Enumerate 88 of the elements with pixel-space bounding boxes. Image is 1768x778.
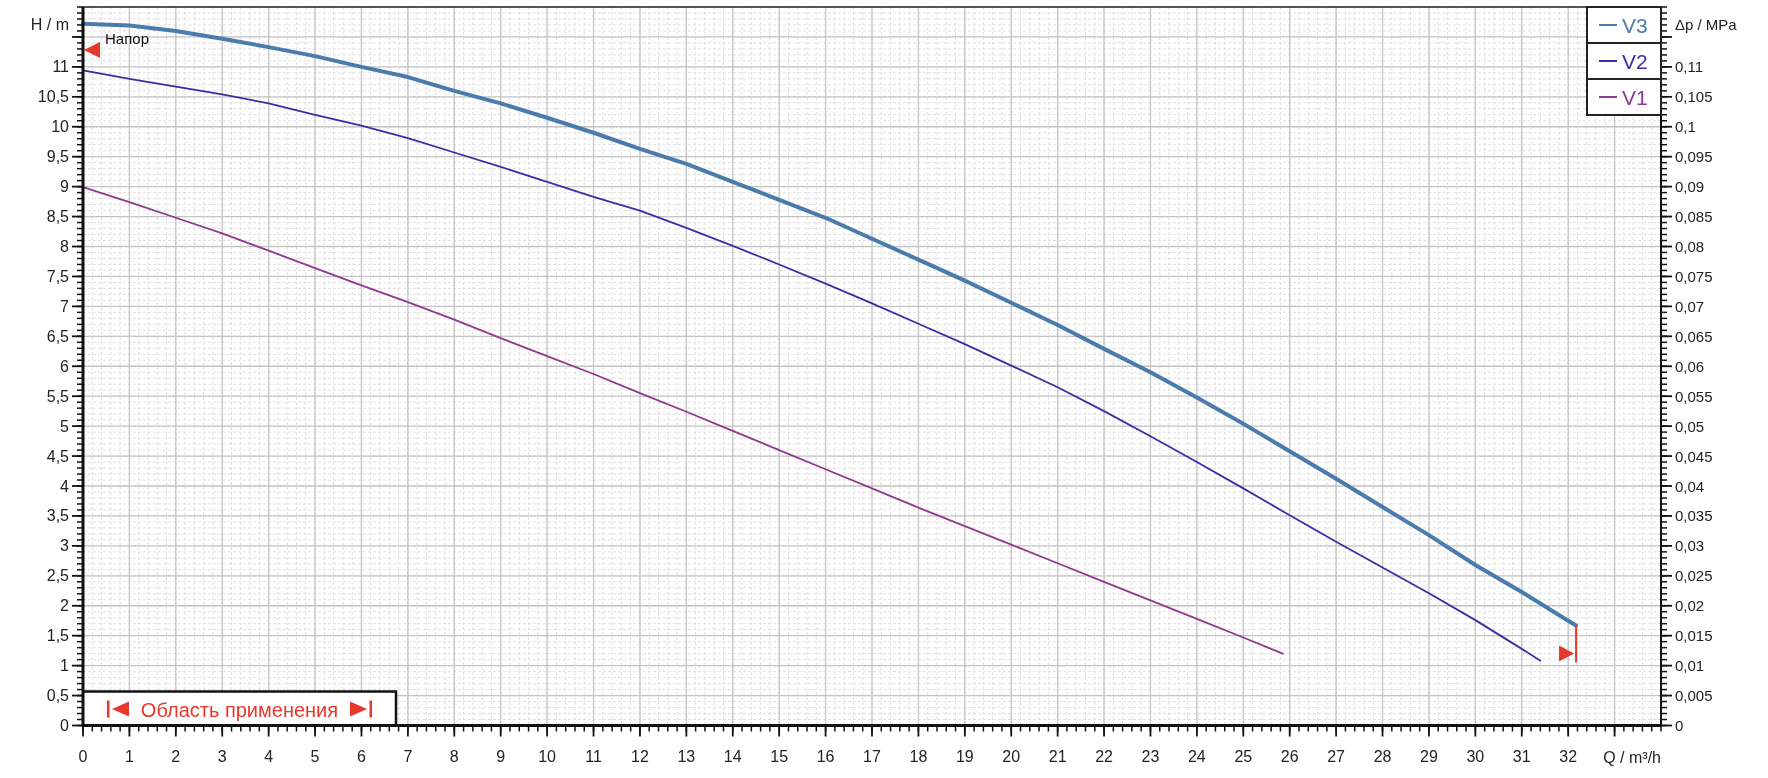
y2-tick-label: 0,055 <box>1675 387 1713 405</box>
y-tick-label: 1 <box>60 657 70 675</box>
x-tick-label: 11 <box>585 748 602 765</box>
legend-label: V3 <box>1622 13 1648 37</box>
y2-tick-label: 0,01 <box>1675 657 1705 675</box>
y2-tick-label: 0,095 <box>1675 148 1713 166</box>
x-tick-label: 10 <box>538 748 557 765</box>
x-tick-label: 15 <box>770 748 789 765</box>
y-tick-label: 6,5 <box>46 327 70 345</box>
y-tick-label: 8,5 <box>46 208 70 226</box>
x-tick-label: 12 <box>631 748 649 765</box>
x-tick-label: 4 <box>264 748 274 765</box>
x-tick-label: 5 <box>310 748 320 765</box>
y2-tick-label: 0,005 <box>1675 687 1713 705</box>
y-tick-label: 2,5 <box>46 567 70 585</box>
y2-tick-label: 0,02 <box>1675 597 1705 615</box>
y2-tick-label: 0,06 <box>1675 357 1705 375</box>
x-tick-label: 31 <box>1512 748 1531 765</box>
x-tick-label: 7 <box>403 748 413 765</box>
y2-tick-label: 0,105 <box>1675 88 1713 106</box>
x-tick-label: 22 <box>1095 748 1114 765</box>
x-tick-label: 6 <box>357 748 367 765</box>
legend-label: V1 <box>1622 85 1648 109</box>
y-tick-label: 4 <box>60 477 70 495</box>
y-tick-label: 10,5 <box>37 88 70 106</box>
x-tick-label: 24 <box>1187 748 1206 765</box>
y-tick-label: 6 <box>60 357 70 375</box>
x-tick-label: 3 <box>217 748 227 765</box>
y-tick-label: 7 <box>60 297 70 315</box>
x-tick-label: 32 <box>1559 748 1578 765</box>
y2-tick-label: 0,045 <box>1675 447 1713 465</box>
line-series <box>82 186 1284 655</box>
y2-tick-label: 0,1 <box>1675 118 1696 136</box>
x-tick-label: 20 <box>1002 748 1021 765</box>
x-tick-label: 9 <box>496 748 506 765</box>
x-tick-label: 14 <box>723 748 742 765</box>
y-tick-label: 9 <box>60 178 70 196</box>
y2-axis-title: Δp / MPa <box>1675 15 1738 33</box>
x-tick-label: 1 <box>124 748 134 765</box>
y2-tick-label: 0,08 <box>1675 238 1705 255</box>
x-tick-label: 30 <box>1466 748 1485 765</box>
x-tick-label: 19 <box>955 748 974 765</box>
y2-tick-label: 0,05 <box>1675 417 1705 435</box>
annotation: Область применения <box>140 698 339 721</box>
y2-tick-label: 0,035 <box>1675 507 1713 525</box>
y2-tick-label: 0,075 <box>1675 267 1713 285</box>
x-tick-label: 27 <box>1327 748 1346 765</box>
y-axis-title: H / m <box>30 15 69 33</box>
y2-tick-label: 0,09 <box>1675 178 1705 196</box>
y-tick-label: 1,5 <box>46 627 70 645</box>
x-tick-label: 0 <box>78 748 88 765</box>
annotation: Напор <box>105 30 149 47</box>
y-tick-label: 0,5 <box>46 687 70 705</box>
y2-tick-label: 0,085 <box>1675 208 1713 226</box>
x-tick-label: 25 <box>1234 748 1253 765</box>
x-tick-label: 21 <box>1048 748 1067 765</box>
x-axis-title: Q / m³/h <box>1603 748 1661 765</box>
y2-tick-label: 0,025 <box>1675 567 1713 585</box>
y2-tick-label: 0,11 <box>1675 58 1704 76</box>
x-tick-label: 16 <box>816 748 835 765</box>
y2-tick-label: 0,065 <box>1675 327 1713 345</box>
y-tick-label: 4,5 <box>46 447 70 465</box>
x-tick-label: 18 <box>909 748 928 765</box>
y-tick-label: 5,5 <box>46 387 70 405</box>
x-tick-label: 26 <box>1280 748 1299 765</box>
y-tick-label: 11 <box>52 58 70 76</box>
x-tick-label: 29 <box>1420 748 1438 765</box>
y-tick-label: 2 <box>60 597 70 615</box>
y-tick-label: 3 <box>60 537 70 555</box>
x-tick-label: 17 <box>863 748 881 765</box>
y-tick-label: 5 <box>60 417 70 435</box>
y2-tick-label: 0,07 <box>1675 297 1705 315</box>
y-tick-label: 3,5 <box>46 507 70 525</box>
y-tick-label: 10 <box>51 118 70 136</box>
y-tick-label: 7,5 <box>46 267 70 285</box>
x-tick-label: 8 <box>449 748 459 765</box>
y-tick-label: 9,5 <box>46 148 70 166</box>
y2-tick-label: 0,04 <box>1675 477 1705 495</box>
y2-tick-label: 0 <box>1675 717 1684 734</box>
x-tick-label: 28 <box>1373 748 1392 765</box>
y-tick-label: 0 <box>60 717 70 734</box>
y-tick-label: 8 <box>60 238 70 255</box>
x-tick-label: 23 <box>1141 748 1160 765</box>
legend-label: V2 <box>1622 49 1648 73</box>
y2-tick-label: 0,015 <box>1675 627 1713 645</box>
x-tick-label: 2 <box>171 748 181 765</box>
y2-tick-label: 0,03 <box>1675 537 1705 555</box>
x-tick-label: 13 <box>677 748 696 765</box>
